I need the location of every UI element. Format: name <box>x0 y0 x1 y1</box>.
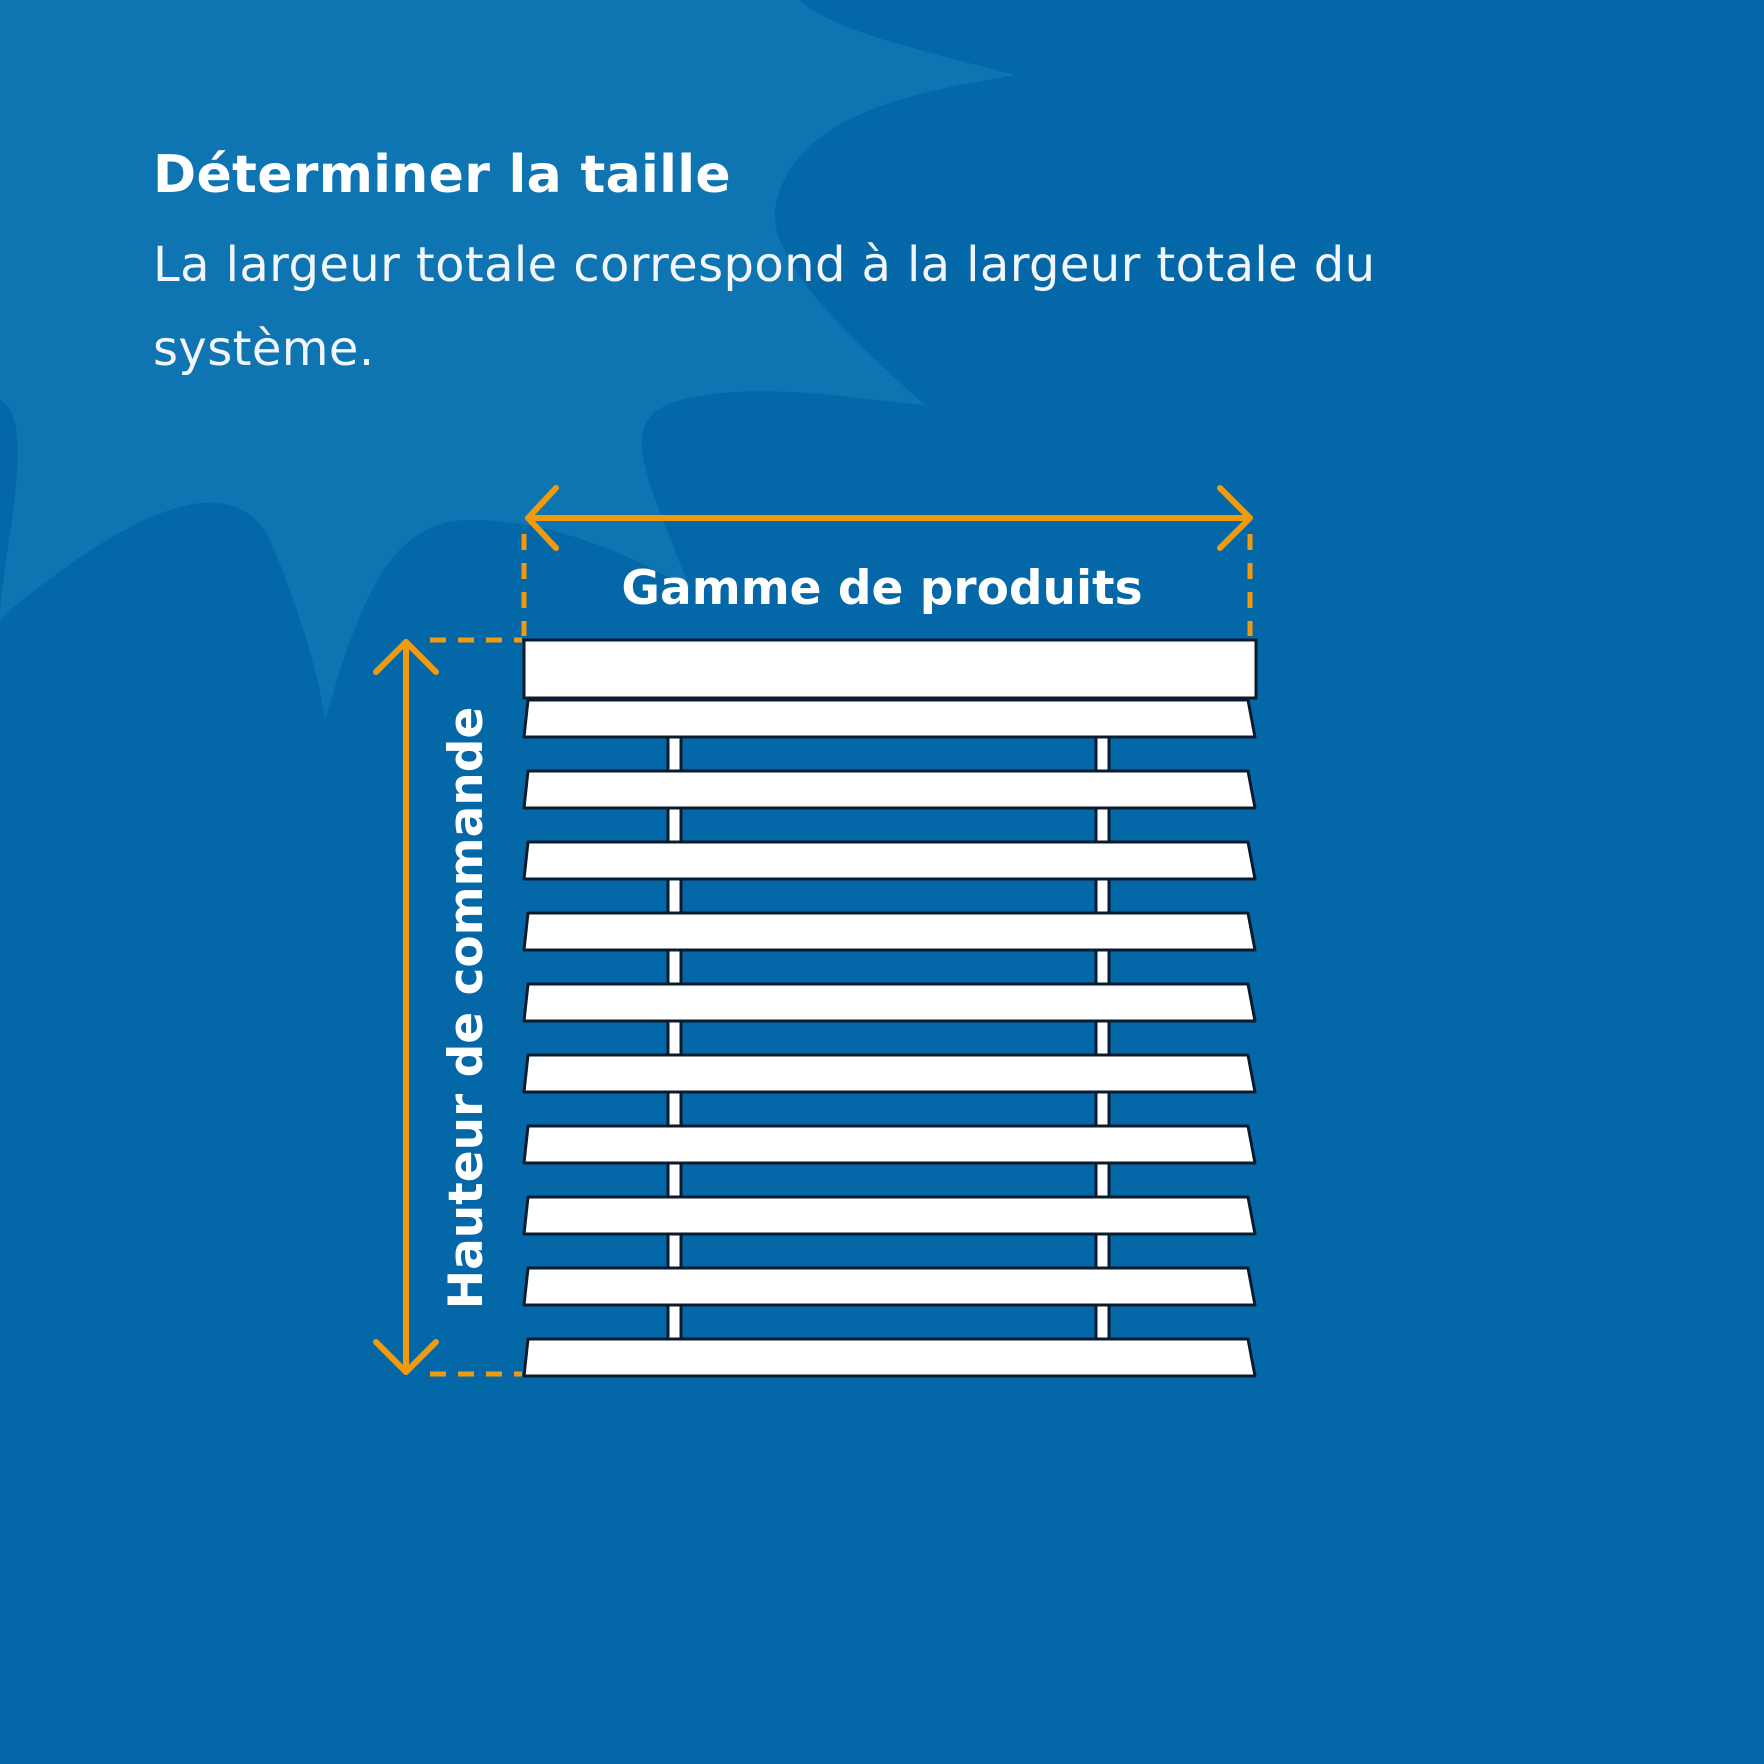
blind-slat <box>522 1266 1257 1307</box>
blind-slat <box>522 769 1257 810</box>
width-label: Gamme de produits <box>621 561 1142 616</box>
height-label: Hauteur de commande <box>439 707 494 1310</box>
blind-slat <box>522 1337 1257 1378</box>
height-dimension-arrow <box>373 639 439 1375</box>
height-extension-lines <box>430 637 522 1377</box>
blind-slat <box>522 698 1257 739</box>
blind-slats <box>522 698 1257 1378</box>
width-dimension-arrow <box>525 485 1253 551</box>
blind-slat <box>522 840 1257 881</box>
head-rail <box>522 638 1258 700</box>
blind-slat <box>522 1053 1257 1094</box>
blind-slat <box>522 1124 1257 1165</box>
page-description: La largeur totale correspond à la largeu… <box>153 237 1376 377</box>
blind-slat <box>522 1195 1257 1236</box>
page-title: Déterminer la taille <box>153 145 731 205</box>
blind-slat <box>522 982 1257 1023</box>
blind-slat <box>522 911 1257 952</box>
ladder-cords <box>666 726 1111 1342</box>
